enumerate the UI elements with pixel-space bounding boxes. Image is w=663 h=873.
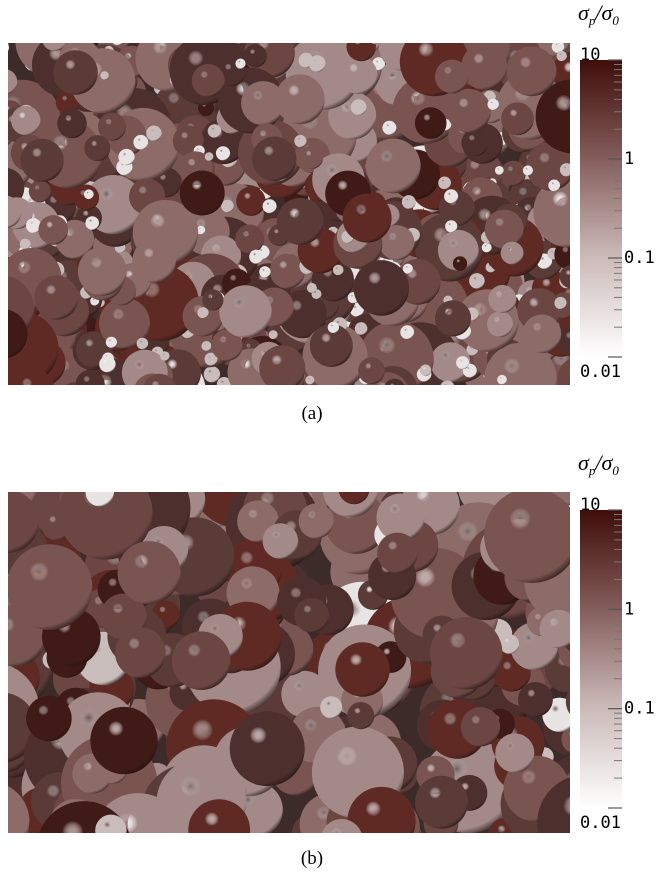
colorbar-title-part: /σ (593, 0, 613, 25)
tick-label: 10 (580, 495, 600, 515)
colorbar-title-part: p (588, 463, 596, 478)
colorbar-title-part: 0 (612, 463, 619, 478)
tick-label: 0.01 (580, 362, 621, 382)
tick-label: 1 (624, 599, 634, 619)
colorbar-title-part: 0 (612, 13, 619, 28)
tick-label: 0.1 (624, 699, 655, 719)
tick-label: 10 (580, 45, 600, 65)
colorbar-title: σp/σ0 (578, 450, 619, 478)
sphere-render-a (8, 43, 570, 385)
colorbar-title-part: σ (578, 450, 590, 475)
tick-label: 1 (624, 149, 634, 169)
colorbar (580, 510, 622, 808)
colorbar-title-part: p (588, 13, 596, 28)
colorbar-title-part: σ (578, 0, 590, 25)
caption: (a) (301, 403, 322, 424)
caption: (b) (301, 848, 323, 869)
tick-label: 0.1 (624, 248, 655, 268)
sphere-render-b (8, 492, 570, 833)
tick-label: 0.01 (580, 813, 621, 833)
colorbar-title-part: /σ (593, 450, 613, 475)
colorbar (580, 60, 622, 357)
colorbar-title: σp/σ0 (578, 0, 619, 28)
